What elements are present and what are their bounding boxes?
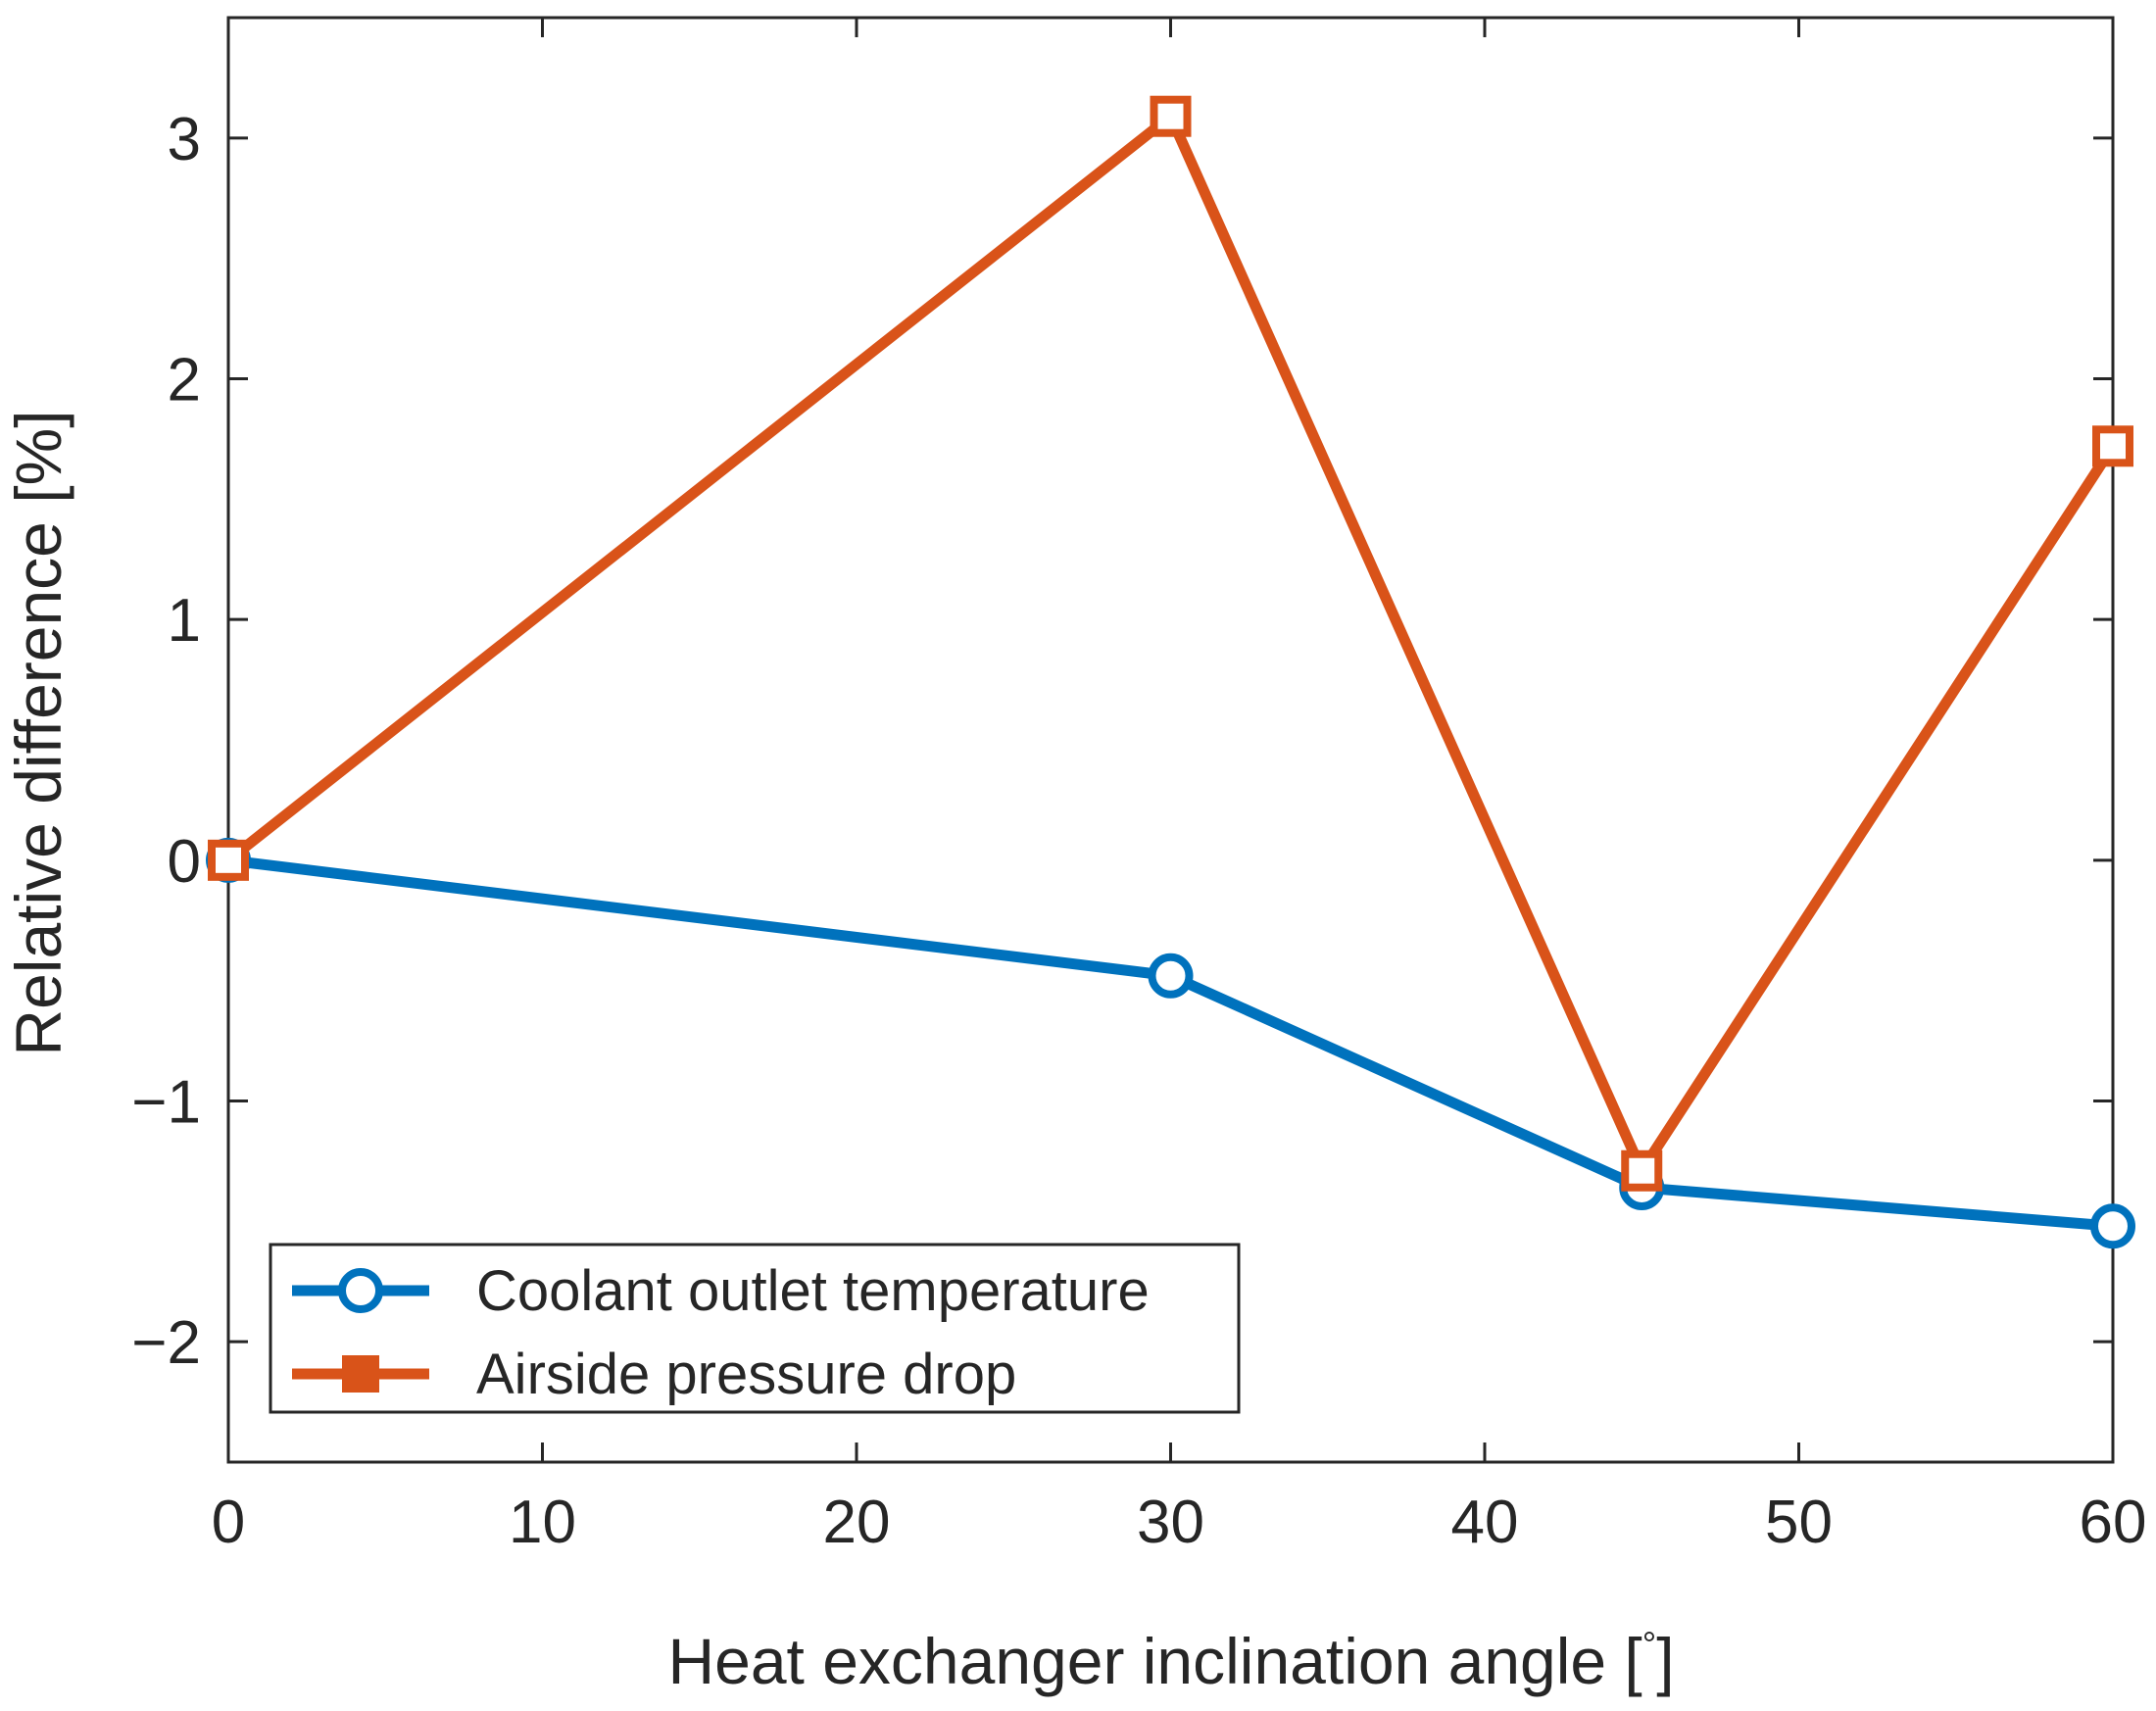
legend-label: Coolant outlet temperature	[476, 1259, 1150, 1323]
x-axis-label: Heat exchanger inclination angle [°]	[667, 1624, 1674, 1697]
legend-box	[269, 1243, 1241, 1414]
y-tick-label: −2	[131, 1309, 201, 1377]
data-point-circle	[1148, 953, 1194, 999]
data-point-square	[208, 839, 249, 881]
legend-marker-square	[342, 1355, 379, 1393]
y-tick-label: 3	[168, 106, 201, 173]
data-point-circle	[2090, 1203, 2135, 1249]
legend-marker-circle	[338, 1268, 383, 1313]
x-tick-label: 60	[2080, 1489, 2147, 1556]
legend-entry: Airside pressure drop	[292, 1343, 1016, 1406]
data-point-square	[1150, 95, 1192, 137]
legend-label: Airside pressure drop	[476, 1343, 1016, 1406]
series-line	[224, 111, 2118, 1177]
y-axis-label: Relative difference [%]	[2, 410, 74, 1055]
x-tick-label: 40	[1451, 1489, 1519, 1556]
x-tick-label: 50	[1765, 1489, 1833, 1556]
y-tick-label: 2	[168, 347, 201, 415]
x-tick-label: 10	[509, 1489, 576, 1556]
data-point-square	[1621, 1149, 1663, 1192]
y-tick-label: 1	[168, 587, 201, 655]
y-tick-label: 0	[168, 828, 201, 896]
series-group	[206, 95, 2135, 1249]
x-tick-label: 0	[212, 1489, 245, 1556]
x-tick-label: 30	[1137, 1489, 1204, 1556]
x-axis-label-close: ]	[1656, 1625, 1674, 1697]
data-point-square	[2092, 425, 2133, 467]
x-tick-label: 20	[823, 1489, 891, 1556]
legend-entry: Coolant outlet temperature	[292, 1259, 1150, 1323]
axes: 0 10 20 30 40 50 60 −2 −1 0 1 2 3	[131, 16, 2147, 1556]
x-axis-unit: °	[1642, 1624, 1656, 1664]
legend: Coolant outlet temperature Airside pressu…	[269, 1243, 1241, 1414]
series-2	[208, 95, 2133, 1192]
series-line	[227, 855, 2114, 1232]
axis-labels: Heat exchanger inclination angle [°] Rel…	[2, 410, 1675, 1697]
x-axis-label-text: Heat exchanger inclination angle [	[667, 1625, 1642, 1697]
y-tick-label: −1	[131, 1069, 201, 1137]
